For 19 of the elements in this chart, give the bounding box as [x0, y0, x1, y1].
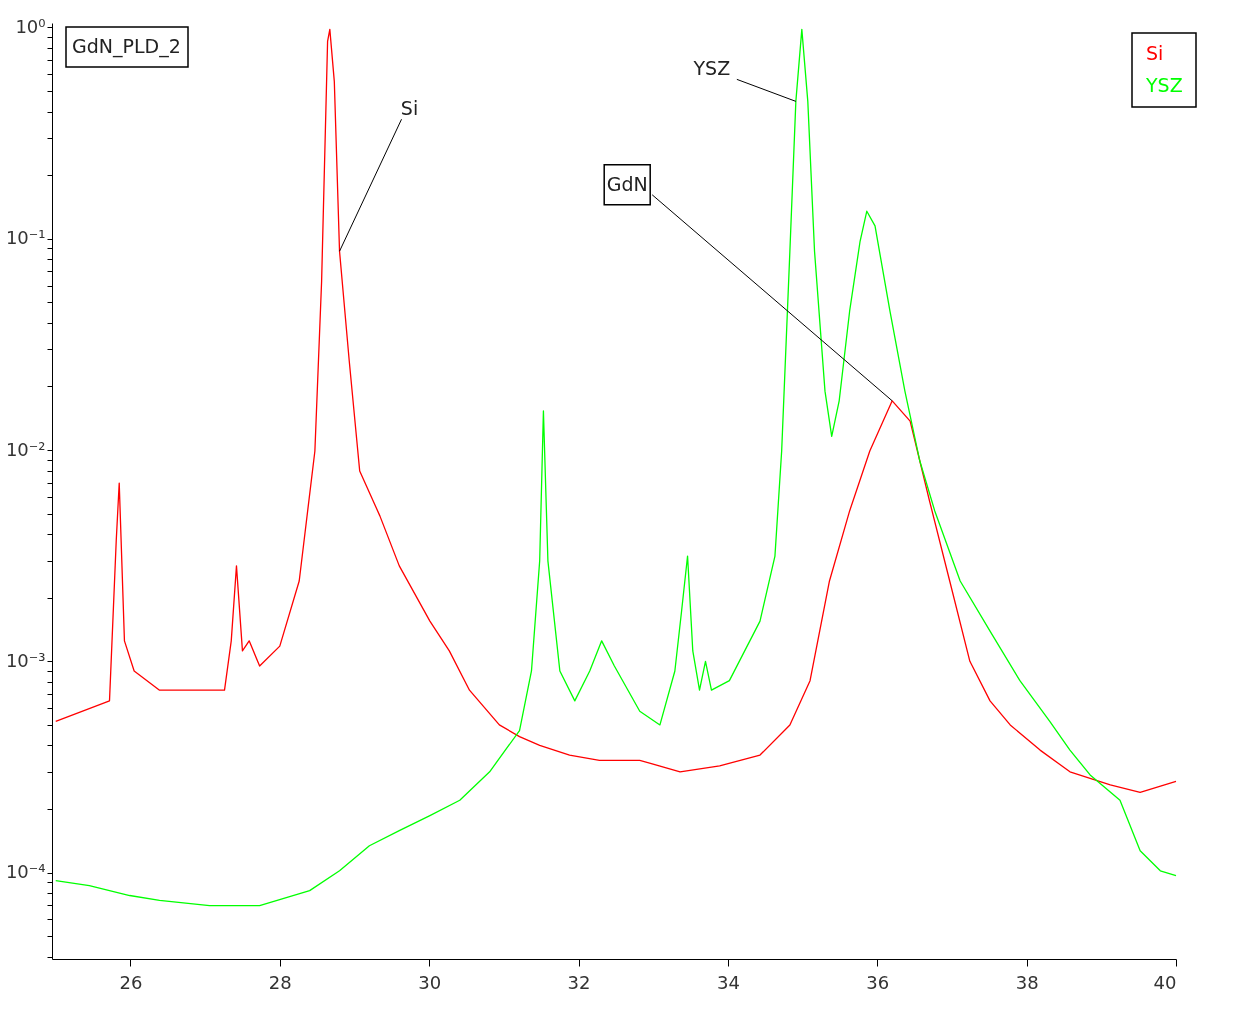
x-tick-label: 38 — [1015, 971, 1039, 993]
x-tick-label: 40 — [1153, 971, 1177, 993]
text: YSZ — [1145, 74, 1183, 96]
y-tick-label: 10⁻² — [5, 438, 46, 460]
annotation: GdN_PLD_2 — [72, 35, 181, 58]
y-tick-label: 10⁻³ — [5, 649, 46, 671]
annotation: GdN — [606, 172, 648, 195]
x-tick-label: 28 — [268, 971, 292, 993]
text: Si — [1146, 42, 1164, 64]
x-tick-label: 30 — [418, 971, 442, 993]
x-tick-label: 36 — [866, 971, 890, 993]
annotation: YSZ — [692, 57, 731, 80]
x-tick-label: 26 — [119, 971, 143, 993]
annotation: Si — [400, 97, 419, 120]
x-tick-label: 32 — [567, 971, 591, 993]
x-tick-label: 34 — [716, 971, 740, 993]
y-tick-label: 10⁰ — [15, 15, 46, 37]
y-tick-label: 10⁻⁴ — [5, 861, 46, 883]
y-tick-label: 10⁻¹ — [5, 227, 46, 249]
